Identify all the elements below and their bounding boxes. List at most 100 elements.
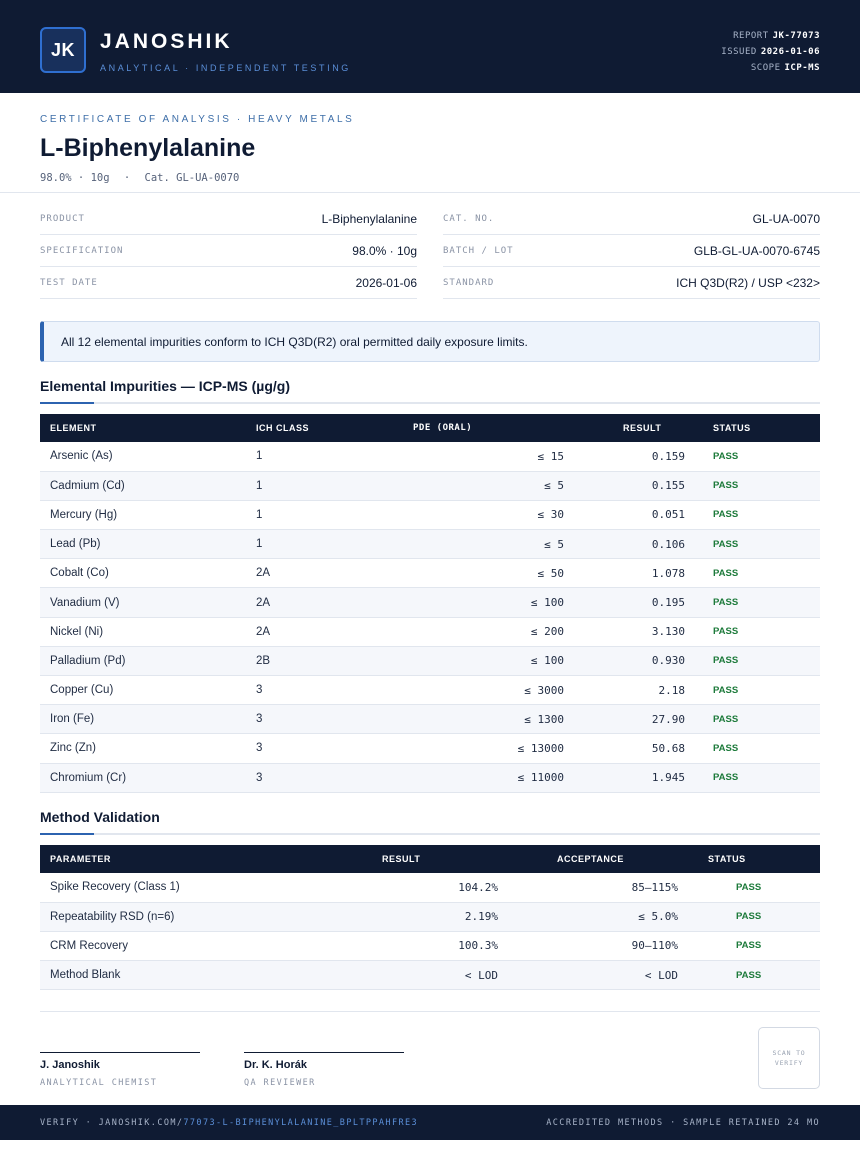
pde-cell: ≤ 100 bbox=[403, 646, 574, 677]
impurities-table: ELEMENT ICH CLASS PDE (ORAL) RESULT STAT… bbox=[40, 414, 820, 793]
info-cat-no: CAT. NO. GL-UA-0070 bbox=[443, 203, 820, 235]
page-title: L-Biphenylalanine bbox=[40, 134, 256, 162]
info-batch: BATCH / LOT GLB-GL-UA-0070-6745 bbox=[443, 235, 820, 267]
table-row: Cadmium (Cd) 1 ≤ 5 0.155 PASS bbox=[40, 471, 820, 501]
table-row: Repeatability RSD (n=6) 2.19% ≤ 5.0% PASS bbox=[40, 902, 820, 932]
info-value: 98.0% · 10g bbox=[352, 243, 417, 258]
parameter-cell: Method Blank bbox=[40, 960, 328, 991]
verify-line: VERIFY · JANOSHIK.COM/77073-L-BIPHENYLAL… bbox=[40, 1118, 418, 1128]
signature-line bbox=[244, 1052, 404, 1053]
ich-class-cell: 3 bbox=[246, 733, 403, 764]
status-cell: PASS bbox=[688, 931, 820, 962]
result-cell: 0.159 bbox=[574, 442, 695, 472]
info-value: GLB-GL-UA-0070-6745 bbox=[693, 243, 820, 258]
ich-class-cell: 1 bbox=[246, 500, 403, 531]
acceptance-cell: 85–115% bbox=[508, 873, 688, 903]
section-divider bbox=[40, 833, 820, 835]
table-row: Iron (Fe) 3 ≤ 1300 27.90 PASS bbox=[40, 704, 820, 735]
ich-class-cell: 3 bbox=[246, 704, 403, 735]
element-cell: Chromium (Cr) bbox=[40, 763, 246, 793]
table-row: Palladium (Pd) 2B ≤ 100 0.930 PASS bbox=[40, 646, 820, 677]
info-test-date: TEST DATE 2026-01-06 bbox=[40, 267, 417, 299]
info-product: PRODUCT L-Biphenylalanine bbox=[40, 203, 417, 235]
report-header: JK JANOSHIK ANALYTICAL · INDEPENDENT TES… bbox=[0, 0, 860, 93]
column-header: PARAMETER bbox=[40, 845, 328, 873]
verify-link[interactable]: 77073-L-BIPHENYLALANINE_BPLTPPAHFRE3 bbox=[183, 1118, 419, 1128]
info-value: L-Biphenylalanine bbox=[321, 211, 417, 226]
status-cell: PASS bbox=[695, 587, 820, 618]
pde-cell: ≤ 5 bbox=[403, 471, 574, 501]
table-row: Spike Recovery (Class 1) 104.2% 85–115% PAS… bbox=[40, 873, 820, 903]
info-standard: STANDARD ICH Q3D(R2) / USP <232> bbox=[443, 267, 820, 299]
status-cell: PASS bbox=[688, 873, 820, 903]
table-row: Method Blank < LOD < LOD PASS bbox=[40, 960, 820, 991]
table-header-row: PARAMETER RESULT ACCEPTANCE STATUS bbox=[40, 845, 820, 873]
status-cell: PASS bbox=[688, 960, 820, 991]
ich-class-cell: 2A bbox=[246, 587, 403, 618]
validation-heading: Method Validation bbox=[40, 809, 160, 825]
parameter-cell: Spike Recovery (Class 1) bbox=[40, 873, 328, 903]
result-cell: 0.051 bbox=[574, 500, 695, 531]
ich-class-cell: 3 bbox=[246, 763, 403, 793]
reviewer-name: Dr. K. Horák bbox=[244, 1059, 307, 1071]
column-header: STATUS bbox=[695, 414, 820, 442]
brand-name: JANOSHIK bbox=[100, 30, 233, 53]
impurities-heading: Elemental Impurities — ICP-MS (µg/g) bbox=[40, 378, 290, 394]
status-cell: PASS bbox=[695, 442, 820, 472]
pde-cell: ≤ 5 bbox=[403, 529, 574, 560]
column-header: ELEMENT bbox=[40, 414, 246, 442]
validation-table: PARAMETER RESULT ACCEPTANCE STATUS Spike… bbox=[40, 845, 820, 991]
ich-class-cell: 3 bbox=[246, 675, 403, 706]
status-cell: PASS bbox=[688, 902, 820, 932]
acceptance-cell: < LOD bbox=[508, 960, 688, 991]
result-cell: 1.945 bbox=[574, 763, 695, 793]
scope-line: SCOPE ICP-MS bbox=[721, 60, 820, 76]
info-label: CAT. NO. bbox=[443, 213, 495, 224]
pde-cell: ≤ 30 bbox=[403, 500, 574, 531]
scope-value: ICP-MS bbox=[784, 63, 820, 73]
parameter-cell: CRM Recovery bbox=[40, 931, 328, 962]
column-header: PDE (ORAL) bbox=[403, 414, 574, 442]
element-cell: Cobalt (Co) bbox=[40, 558, 246, 589]
status-cell: PASS bbox=[695, 529, 820, 560]
element-cell: Nickel (Ni) bbox=[40, 617, 246, 647]
info-value: 2026-01-06 bbox=[355, 275, 417, 290]
table-row: Chromium (Cr) 3 ≤ 11000 1.945 PASS bbox=[40, 763, 820, 793]
result-cell: 2.18 bbox=[574, 675, 695, 706]
status-cell: PASS bbox=[695, 558, 820, 589]
result-cell: 3.130 bbox=[574, 617, 695, 647]
issued-label: ISSUED bbox=[721, 47, 757, 57]
ich-class-cell: 2B bbox=[246, 646, 403, 677]
subline-separator: · bbox=[123, 172, 131, 184]
column-header: STATUS bbox=[688, 845, 820, 873]
table-row: Vanadium (V) 2A ≤ 100 0.195 PASS bbox=[40, 587, 820, 618]
status-cell: PASS bbox=[695, 646, 820, 677]
pde-cell: ≤ 15 bbox=[403, 442, 574, 472]
ich-class-cell: 1 bbox=[246, 471, 403, 501]
column-header: RESULT bbox=[574, 414, 695, 442]
certificate-eyebrow: CERTIFICATE OF ANALYSIS · HEAVY METALS bbox=[40, 114, 355, 125]
brand-tagline: ANALYTICAL · INDEPENDENT TESTING bbox=[100, 63, 351, 73]
table-row: Cobalt (Co) 2A ≤ 50 1.078 PASS bbox=[40, 558, 820, 589]
pde-cell: ≤ 3000 bbox=[403, 675, 574, 706]
element-cell: Palladium (Pd) bbox=[40, 646, 246, 677]
pde-cell: ≤ 1300 bbox=[403, 704, 574, 735]
table-row: Lead (Pb) 1 ≤ 5 0.106 PASS bbox=[40, 529, 820, 560]
table-row: Arsenic (As) 1 ≤ 15 0.159 PASS bbox=[40, 442, 820, 472]
info-label: STANDARD bbox=[443, 277, 495, 288]
info-label: PRODUCT bbox=[40, 213, 85, 224]
brand-logo: JK bbox=[40, 27, 86, 73]
pde-cell: ≤ 11000 bbox=[403, 763, 574, 793]
status-cell: PASS bbox=[695, 733, 820, 764]
result-cell: 50.68 bbox=[574, 733, 695, 764]
parameter-cell: Repeatability RSD (n=6) bbox=[40, 902, 328, 932]
ich-class-cell: 1 bbox=[246, 442, 403, 472]
section-accent bbox=[40, 833, 94, 835]
issued-line: ISSUED 2026-01-06 bbox=[721, 44, 820, 60]
issued-value: 2026-01-06 bbox=[760, 47, 820, 57]
info-label: SPECIFICATION bbox=[40, 245, 124, 256]
verify-qr-placeholder[interactable]: SCAN TO VERIFY bbox=[758, 1027, 820, 1089]
table-row: Copper (Cu) 3 ≤ 3000 2.18 PASS bbox=[40, 675, 820, 706]
footer-note: ACCREDITED METHODS · SAMPLE RETAINED 24 … bbox=[546, 1118, 820, 1128]
column-header: ICH CLASS bbox=[246, 414, 403, 442]
